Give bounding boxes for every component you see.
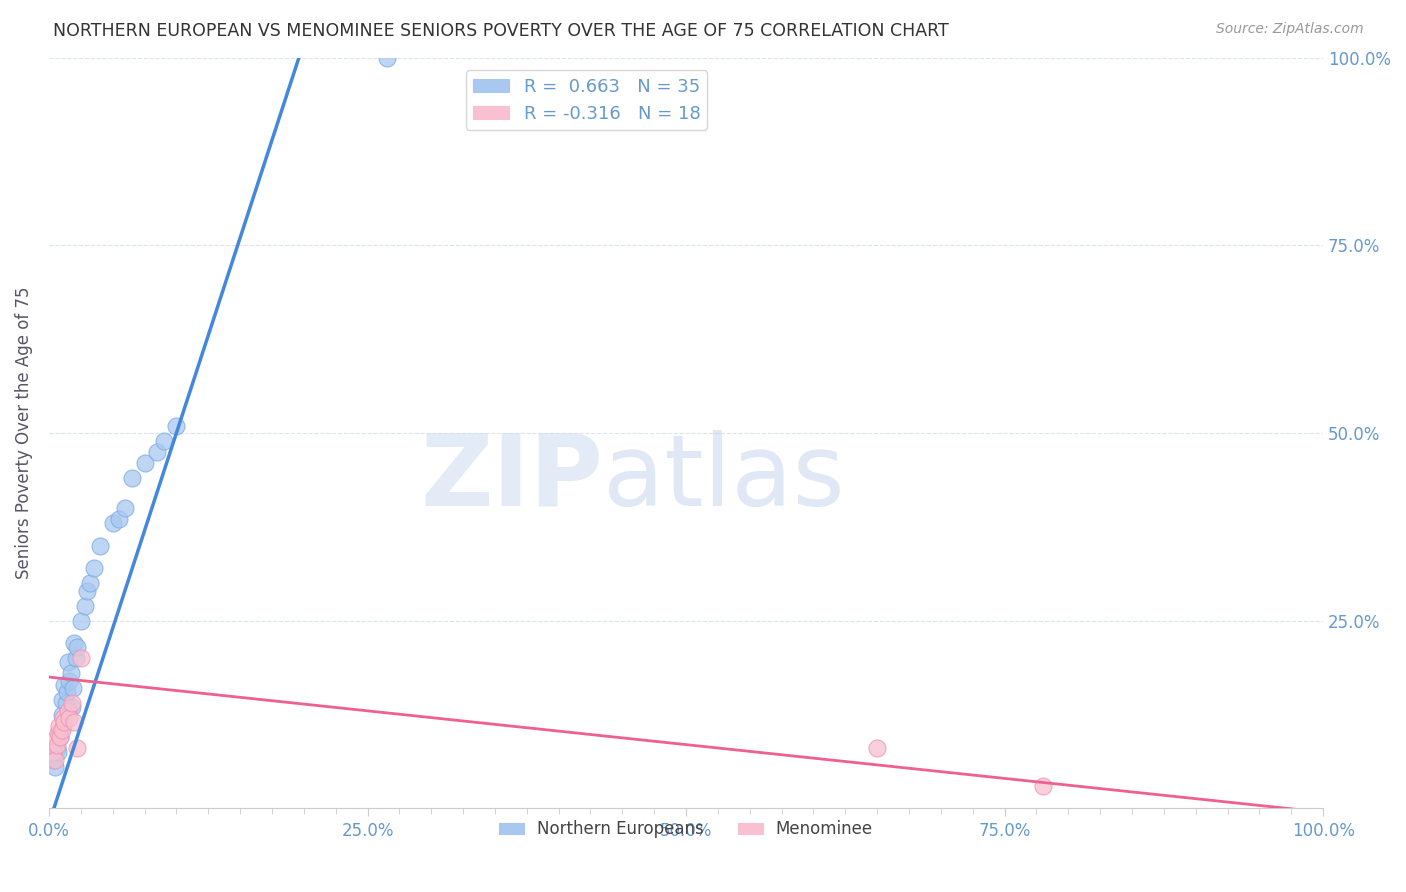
Point [48,726,70,740]
Point [45,741,67,756]
Point [58,711,80,725]
Point [63,636,86,650]
Point [101,516,124,530]
Y-axis label: Seniors Poverty Over the Age of 75: Seniors Poverty Over the Age of 75 [15,287,32,579]
Point [121,471,143,485]
Point [55,696,77,710]
Point [59,666,82,681]
Point [152,434,174,448]
Point [62,681,84,696]
Point [76,583,98,598]
Point [42,745,65,759]
Point [52,711,75,725]
Point [56,655,79,669]
Point [46,745,69,759]
Point [58,673,80,688]
Point [53,677,76,691]
Text: Source: ZipAtlas.com: Source: ZipAtlas.com [1216,22,1364,37]
Point [51,723,73,737]
Point [134,456,156,470]
Point [49,730,72,744]
Point [866,741,889,756]
Legend: Northern Europeans, Menominee: Northern Europeans, Menominee [492,814,880,845]
Point [69,651,91,665]
Point [1032,779,1054,793]
Point [108,512,131,526]
Point [60,700,83,714]
Point [79,576,101,591]
Point [56,704,79,718]
Point [114,501,136,516]
Point [63,715,86,730]
Point [53,715,76,730]
Text: ZIP: ZIP [420,430,603,526]
Point [89,539,111,553]
Point [51,707,73,722]
Point [44,760,66,774]
Point [83,561,105,575]
Point [165,418,187,433]
Point [52,719,75,733]
Point [375,51,398,65]
Point [56,685,79,699]
Point [146,445,169,459]
Point [69,614,91,628]
Point [60,696,83,710]
Point [48,719,70,733]
Text: atlas: atlas [603,430,845,526]
Text: NORTHERN EUROPEAN VS MENOMINEE SENIORS POVERTY OVER THE AGE OF 75 CORRELATION CH: NORTHERN EUROPEAN VS MENOMINEE SENIORS P… [53,22,949,40]
Point [42,753,65,767]
Point [49,730,72,744]
Point [45,738,67,752]
Point [41,734,63,748]
Point [73,599,96,613]
Point [65,651,87,665]
Point [51,692,73,706]
Point [66,741,89,756]
Point [44,753,66,767]
Point [66,640,89,654]
Point [46,726,69,740]
